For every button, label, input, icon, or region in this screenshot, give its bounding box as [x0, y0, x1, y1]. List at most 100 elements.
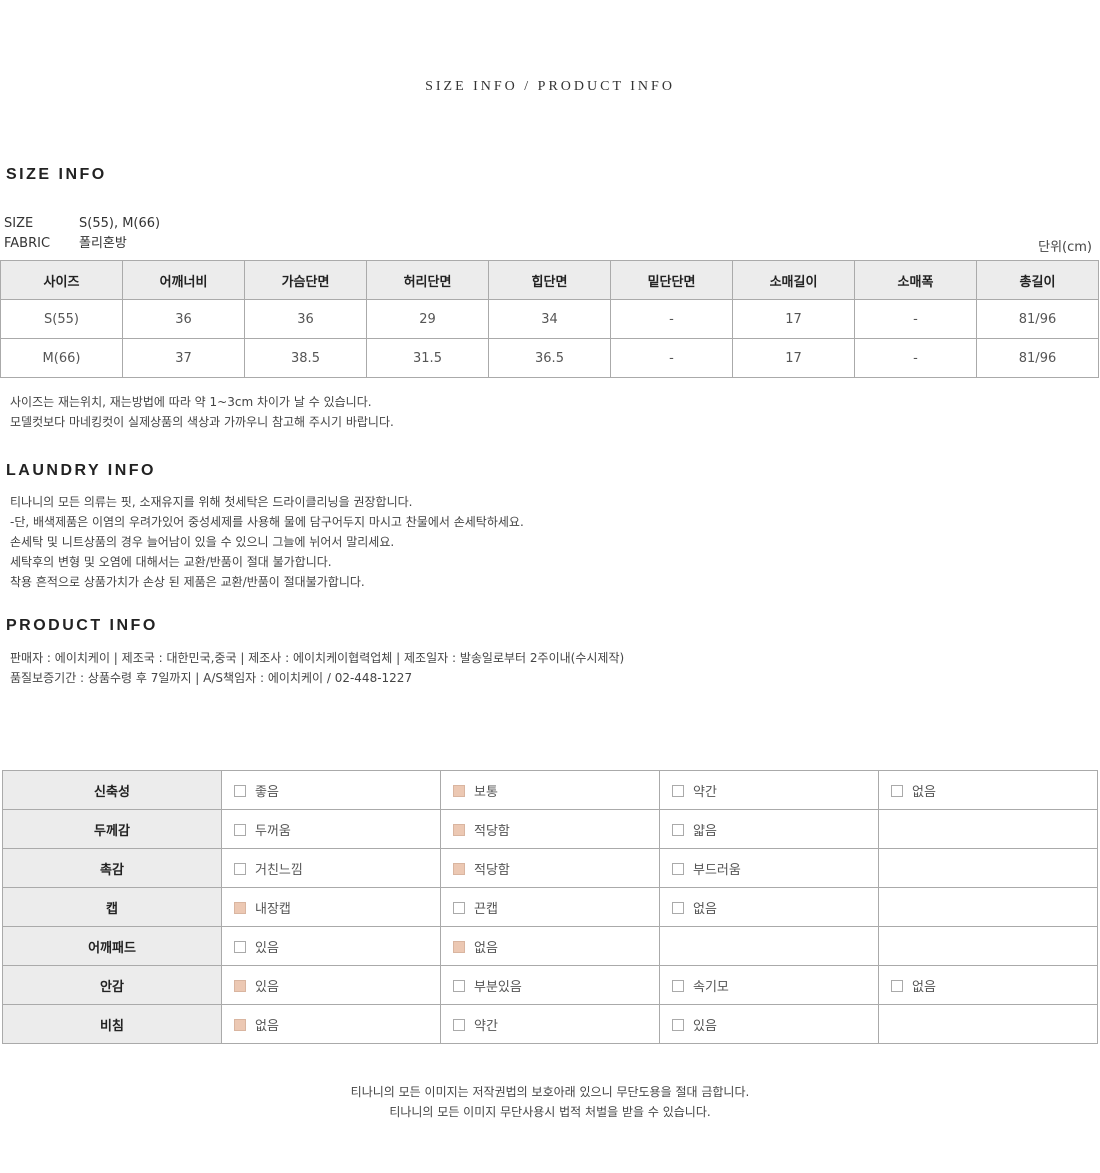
- option-label: 끈캡: [474, 901, 498, 917]
- checked-checkbox-icon: [234, 1018, 246, 1031]
- text-line: 티나니의 모든 이미지는 저작권법의 보호아래 있으니 무단도용을 절대 금합니…: [350, 1085, 750, 1099]
- table-row: M(66) 37 38.5 31.5 36.5-17-81/96: [0, 338, 1099, 378]
- table-cell: -: [610, 299, 733, 339]
- table-cell: M(66): [0, 338, 123, 378]
- column-header: 사이즈: [0, 260, 123, 300]
- option-label: 속기모: [693, 979, 729, 995]
- property-option: 부분있음: [440, 965, 660, 1005]
- table-cell: 36: [122, 299, 245, 339]
- option-label: 있음: [255, 940, 279, 956]
- laundry-info-heading: LAUNDRY INFO: [6, 462, 156, 479]
- empty-cell: [878, 926, 1098, 966]
- checked-checkbox-icon: [234, 901, 246, 914]
- table-cell: 36.5: [488, 338, 611, 378]
- option-label: 없음: [912, 784, 936, 800]
- column-header: 어깨너비: [122, 260, 245, 300]
- unchecked-checkbox-icon: [672, 1018, 684, 1031]
- property-row: 촉감 거친느낌 적당함 부드러움: [2, 848, 1098, 888]
- property-option: 거친느낌: [221, 848, 441, 888]
- property-label: 비침: [2, 1004, 222, 1044]
- property-row: 안감 있음 부분있음 속기모 없음: [2, 965, 1098, 1005]
- property-row: 신축성 좋음 보통 약간 없음: [2, 770, 1098, 810]
- option-label: 적당함: [474, 823, 510, 839]
- empty-cell: [878, 809, 1098, 849]
- column-header: 소매폭: [854, 260, 977, 300]
- table-cell: -: [854, 338, 977, 378]
- property-label: 캡: [2, 887, 222, 927]
- table-cell: 31.5: [366, 338, 489, 378]
- property-option: 보통: [440, 770, 660, 810]
- option-label: 있음: [255, 979, 279, 995]
- option-label: 적당함: [474, 862, 510, 878]
- property-option: 약간: [659, 770, 879, 810]
- table-cell: 38.5: [244, 338, 367, 378]
- property-label: 촉감: [2, 848, 222, 888]
- table-cell: 17: [732, 299, 855, 339]
- property-row: 어깨패드 있음 없음: [2, 926, 1098, 966]
- checked-checkbox-icon: [453, 940, 465, 953]
- unchecked-checkbox-icon: [672, 979, 684, 992]
- option-label: 부드러움: [693, 862, 741, 878]
- option-label: 부분있음: [474, 979, 522, 995]
- property-option: 끈캡: [440, 887, 660, 927]
- size-value: S(55), M(66): [79, 216, 161, 231]
- property-label: 두께감: [2, 809, 222, 849]
- property-option: 얇음: [659, 809, 879, 849]
- text-line: 티나니의 모든 의류는 핏, 소재유지를 위해 첫세탁은 드라이클리닝을 권장합…: [10, 495, 413, 509]
- column-header: 허리단면: [366, 260, 489, 300]
- text-line: 판매자 : 에이치케이 | 제조국 : 대한민국,중국 | 제조사 : 에이치케…: [10, 651, 625, 665]
- size-label: SIZE: [4, 216, 34, 231]
- unit-label: 단위(cm): [1038, 240, 1092, 255]
- property-option: 속기모: [659, 965, 879, 1005]
- empty-cell: [878, 848, 1098, 888]
- unchecked-checkbox-icon: [891, 979, 903, 992]
- fabric-label: FABRIC: [4, 236, 51, 251]
- empty-cell: [878, 1004, 1098, 1044]
- text-line: 사이즈는 재는위치, 재는방법에 따라 약 1~3cm 차이가 날 수 있습니다…: [10, 395, 372, 409]
- option-label: 내장캡: [255, 901, 291, 917]
- text-line: 세탁후의 변형 및 오염에 대해서는 교환/반품이 절대 불가합니다.: [10, 555, 332, 569]
- property-option: 없음: [878, 770, 1098, 810]
- property-option: 있음: [221, 965, 441, 1005]
- option-label: 없음: [255, 1018, 279, 1034]
- unchecked-checkbox-icon: [453, 979, 465, 992]
- option-label: 거친느낌: [255, 862, 303, 878]
- option-label: 있음: [693, 1018, 717, 1034]
- property-option: 좋음: [221, 770, 441, 810]
- size-table: 사이즈 어깨너비 가슴단면 허리단면 힙단면 밑단단면 소매길이 소매폭 총길이 S(55) 36 3…: [0, 260, 1099, 378]
- unchecked-checkbox-icon: [234, 940, 246, 953]
- product-info-heading: PRODUCT INFO: [6, 617, 158, 634]
- option-label: 없음: [912, 979, 936, 995]
- empty-cell: [659, 926, 879, 966]
- unchecked-checkbox-icon: [672, 862, 684, 875]
- text-line: -단, 배색제품은 이염의 우려가있어 중성세제를 사용해 물에 담구어두지 마…: [10, 515, 524, 529]
- property-option: 있음: [221, 926, 441, 966]
- property-option: 적당함: [440, 848, 660, 888]
- column-header: 힙단면: [488, 260, 611, 300]
- property-option: 없음: [221, 1004, 441, 1044]
- fabric-properties-table: 신축성 좋음 보통 약간 없음 두께감 두꺼움 적당함 얇음 촉감 거친느낌 적당함 부드러움 캡 내장캡 끈…: [2, 770, 1098, 1044]
- option-label: 없음: [693, 901, 717, 917]
- option-label: 보통: [474, 784, 498, 800]
- option-label: 좋음: [255, 784, 279, 800]
- empty-cell: [878, 887, 1098, 927]
- unchecked-checkbox-icon: [234, 784, 246, 797]
- text-line: 품질보증기간 : 상품수령 후 7일까지 | A/S책임자 : 에이치케이 / …: [10, 671, 413, 685]
- property-row: 두께감 두꺼움 적당함 얇음: [2, 809, 1098, 849]
- unchecked-checkbox-icon: [234, 862, 246, 875]
- column-header: 총길이: [976, 260, 1099, 300]
- property-row: 캡 내장캡 끈캡 없음: [2, 887, 1098, 927]
- size-notes: 사이즈는 재는위치, 재는방법에 따라 약 1~3cm 차이가 날 수 있습니다…: [10, 392, 394, 432]
- copyright-notice: 티나니의 모든 이미지는 저작권법의 보호아래 있으니 무단도용을 절대 금합니…: [0, 1082, 1100, 1122]
- unchecked-checkbox-icon: [672, 784, 684, 797]
- size-meta: SIZE S(55), M(66) FABRIC 폴리혼방: [4, 214, 160, 254]
- table-header-row: 사이즈 어깨너비 가슴단면 허리단면 힙단면 밑단단면 소매길이 소매폭 총길이: [0, 260, 1099, 300]
- table-cell: 37: [122, 338, 245, 378]
- table-cell: 34: [488, 299, 611, 339]
- fabric-value: 폴리혼방: [79, 236, 127, 251]
- option-label: 두꺼움: [255, 823, 291, 839]
- text-line: 티나니의 모든 이미지 무단사용시 법적 처벌을 받을 수 있습니다.: [389, 1105, 711, 1119]
- table-cell: -: [854, 299, 977, 339]
- table-cell: S(55): [0, 299, 123, 339]
- property-label: 어깨패드: [2, 926, 222, 966]
